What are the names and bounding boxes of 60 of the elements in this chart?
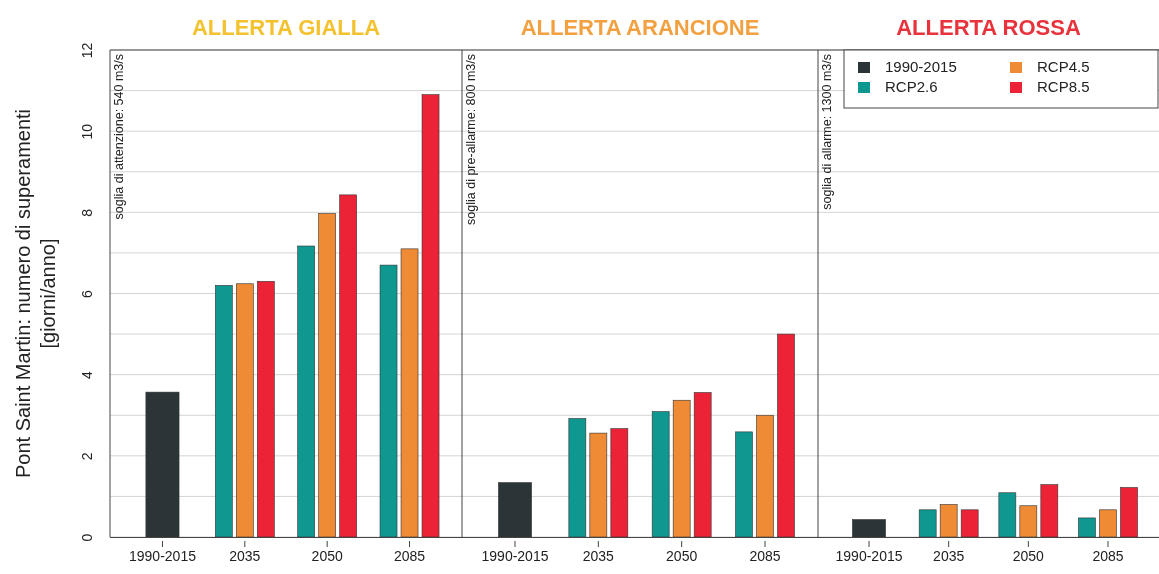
x-tick-label: 1990-2015 (481, 547, 549, 564)
x-tick-label: 2035 (933, 547, 965, 564)
bar (672, 399, 691, 538)
bar (339, 194, 357, 538)
y-tick-label: 12 (79, 42, 95, 59)
legend-label: 1990-2015 (885, 58, 957, 75)
bar (1120, 487, 1138, 538)
bar (1040, 484, 1059, 538)
bar (960, 509, 979, 538)
x-tick-label: 2035 (229, 547, 261, 564)
chart-title: ALLERTA GIALLA (191, 15, 381, 40)
bar (852, 519, 886, 538)
bar (318, 213, 336, 538)
bar (735, 431, 753, 538)
x-tick-label: 2035 (582, 547, 615, 564)
bar (918, 509, 937, 538)
bar (1099, 509, 1117, 538)
bar (568, 418, 587, 538)
bar (939, 504, 958, 538)
y-tick-label: 6 (79, 289, 95, 298)
x-tick-label: 2050 (666, 547, 698, 564)
y-tick-label: 10 (79, 123, 95, 140)
bar (1019, 505, 1038, 538)
y-tick-label: 0 (79, 533, 95, 542)
x-tick-label: 1990-2015 (128, 547, 197, 564)
bar (1078, 517, 1096, 538)
bar (756, 414, 774, 538)
bar (589, 432, 608, 538)
legend-label: RCP4.5 (1037, 58, 1090, 75)
bar (379, 264, 398, 538)
bar (297, 245, 315, 538)
y-axis-title: Pont Saint Martin: numero di superamenti [giorni/anno] (12, 108, 59, 479)
x-tick-label: 1990-2015 (835, 547, 903, 564)
bar (421, 94, 440, 538)
y-tick-label: 2 (79, 452, 95, 461)
bar (998, 492, 1017, 538)
bar (651, 411, 670, 538)
x-tick-label: 2085 (749, 547, 781, 564)
y-tick-label: 8 (79, 208, 95, 217)
chart-title: ALLERTA ARANCIONE (520, 15, 760, 40)
bar (498, 482, 532, 538)
bar (610, 428, 629, 538)
bar (400, 248, 419, 538)
legend-label: RCP8.5 (1037, 78, 1090, 95)
x-tick-label: 2050 (311, 547, 343, 564)
x-tick-label: 2050 (1012, 547, 1045, 564)
bar (693, 392, 712, 538)
chart-title: ALLERTA ROSSA (896, 15, 1081, 40)
x-tick-label: 2085 (1092, 547, 1124, 564)
y-tick-label: 4 (79, 371, 95, 380)
annotation: soglia di pre-allarme: 800 m3/s (464, 54, 478, 225)
bar (215, 285, 233, 538)
bar (257, 281, 275, 538)
bar (236, 283, 254, 538)
bar (777, 333, 795, 538)
legend-label: RCP2.6 (885, 78, 938, 95)
annotation: soglia di attenzione: 540 m3/s (112, 54, 126, 220)
x-tick-label: 2085 (393, 547, 426, 564)
bar (145, 391, 180, 538)
annotation: soglia di allarme: 1300 m3/s (820, 54, 834, 210)
